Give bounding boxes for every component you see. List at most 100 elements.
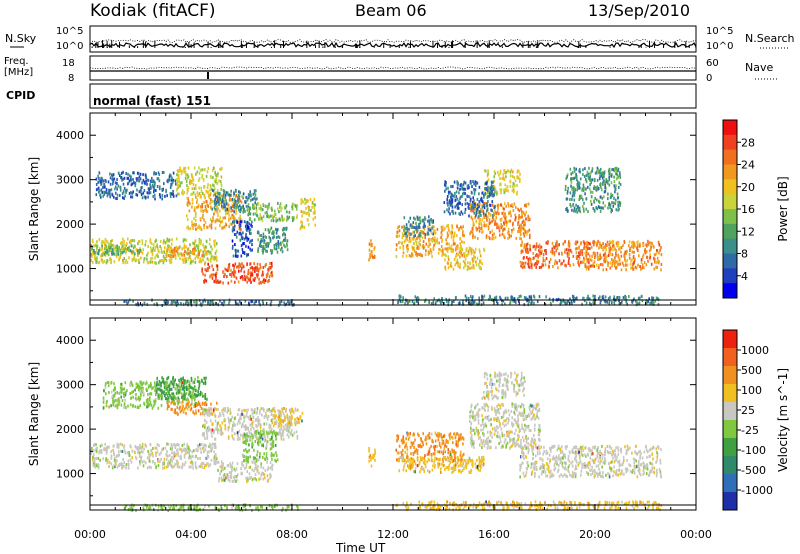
range-cell bbox=[643, 261, 646, 265]
range-cell bbox=[489, 237, 491, 241]
range-cell bbox=[613, 264, 616, 268]
range-cell bbox=[620, 246, 623, 250]
range-cell bbox=[504, 183, 507, 187]
range-cell bbox=[120, 247, 123, 251]
range-cell bbox=[513, 297, 516, 301]
range-cell bbox=[599, 301, 602, 305]
nave-label: Nave bbox=[745, 61, 773, 74]
range-cell bbox=[580, 194, 583, 198]
y-tick-label: 2000 bbox=[56, 218, 84, 231]
range-cell bbox=[92, 249, 94, 253]
range-cell bbox=[154, 399, 157, 403]
range-cell bbox=[212, 193, 215, 197]
range-cell bbox=[398, 294, 401, 298]
range-cell bbox=[123, 404, 126, 408]
range-cell bbox=[477, 263, 480, 267]
range-cell bbox=[265, 249, 267, 253]
range-cell bbox=[449, 203, 451, 207]
range-cell bbox=[446, 224, 448, 228]
range-cell bbox=[582, 173, 584, 177]
range-cell bbox=[198, 177, 201, 181]
range-cell bbox=[267, 280, 269, 284]
range-cell bbox=[205, 174, 208, 178]
range-cell bbox=[249, 228, 252, 232]
range-cell bbox=[419, 233, 422, 237]
range-cell bbox=[168, 459, 170, 463]
range-cell bbox=[276, 244, 278, 248]
range-cell bbox=[469, 199, 472, 203]
range-cell bbox=[566, 206, 568, 210]
range-cell bbox=[102, 185, 104, 189]
range-cell bbox=[624, 260, 627, 264]
range-cell bbox=[643, 266, 645, 270]
range-cell bbox=[162, 461, 164, 465]
range-cell bbox=[583, 245, 586, 248]
range-cell bbox=[470, 249, 472, 253]
range-cell bbox=[100, 178, 102, 182]
range-cell bbox=[97, 456, 100, 460]
range-cell bbox=[478, 185, 481, 189]
range-cell bbox=[125, 299, 127, 303]
range-cell bbox=[602, 247, 605, 251]
range-cell bbox=[142, 178, 145, 182]
range-cell bbox=[480, 198, 482, 202]
range-cell bbox=[427, 252, 430, 256]
range-cell bbox=[131, 182, 134, 186]
range-cell bbox=[464, 181, 467, 185]
range-cell bbox=[271, 231, 273, 235]
range-cell bbox=[612, 201, 615, 205]
range-cell bbox=[522, 219, 525, 223]
range-cell bbox=[141, 181, 143, 185]
range-cell bbox=[567, 262, 570, 265]
range-cell bbox=[200, 209, 202, 213]
range-cell bbox=[281, 240, 284, 244]
range-cell bbox=[581, 253, 584, 257]
range-cell bbox=[190, 465, 192, 469]
range-cell bbox=[218, 200, 220, 204]
range-cell bbox=[132, 178, 134, 181]
range-cell bbox=[188, 382, 191, 386]
range-cell bbox=[403, 226, 406, 229]
range-cell bbox=[98, 449, 101, 453]
range-cell bbox=[101, 244, 103, 248]
range-cell bbox=[570, 184, 572, 188]
range-cell bbox=[599, 209, 602, 213]
range-cell bbox=[441, 238, 444, 242]
range-cell bbox=[113, 458, 116, 462]
range-cell bbox=[573, 186, 576, 190]
range-cell bbox=[617, 253, 619, 257]
range-cell bbox=[260, 234, 262, 237]
range-cell bbox=[236, 220, 238, 224]
range-cell bbox=[166, 462, 169, 465]
range-cell bbox=[163, 250, 166, 254]
range-cell bbox=[122, 190, 125, 194]
range-cell bbox=[209, 188, 211, 192]
range-cell bbox=[195, 227, 198, 231]
range-cell bbox=[270, 219, 273, 223]
range-cell bbox=[91, 446, 93, 450]
range-cell bbox=[655, 296, 658, 300]
range-cell bbox=[617, 260, 619, 264]
range-cell bbox=[453, 234, 456, 238]
range-cell bbox=[567, 248, 570, 252]
range-cell bbox=[472, 209, 474, 213]
range-cell bbox=[553, 253, 556, 257]
range-cell bbox=[276, 218, 279, 222]
range-cell bbox=[122, 182, 125, 186]
range-cell bbox=[93, 462, 95, 466]
range-cell bbox=[148, 398, 151, 402]
range-cell bbox=[233, 215, 235, 219]
range-cell bbox=[641, 263, 644, 267]
range-cell bbox=[503, 178, 506, 182]
range-cell bbox=[591, 254, 593, 258]
range-cell bbox=[218, 192, 221, 195]
range-cell bbox=[186, 214, 188, 218]
range-cell bbox=[565, 177, 567, 181]
range-cell bbox=[566, 197, 569, 201]
range-cell bbox=[493, 222, 496, 226]
range-cell bbox=[183, 168, 185, 172]
range-cell bbox=[106, 249, 108, 252]
range-cell bbox=[442, 252, 445, 256]
range-cell bbox=[423, 222, 426, 226]
range-cell bbox=[176, 459, 179, 463]
